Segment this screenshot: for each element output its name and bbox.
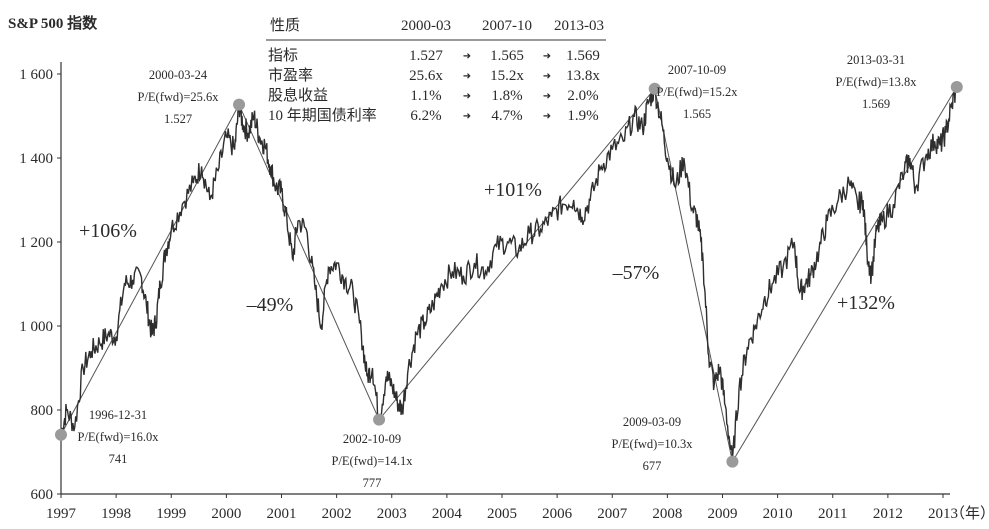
x-tick-label: 2013 (928, 506, 958, 522)
x-tick-label: 1998 (101, 506, 131, 522)
table-arrow-icon: ➜ (463, 91, 471, 102)
y-tick-label: 1 200 (19, 235, 53, 251)
x-tick-label: 2009 (708, 506, 738, 522)
annotation-level: 777 (363, 476, 382, 490)
table-value-cell: 1.569 (566, 48, 600, 64)
x-tick-label: 2005 (487, 506, 517, 522)
annotation-level: 1.569 (862, 97, 890, 111)
table-value-cell: 13.8x (566, 68, 600, 84)
table-header-cell: 2000-03 (401, 18, 451, 34)
annotation-pe: P/E(fwd)=25.6x (138, 90, 220, 104)
peak-trough-marker (55, 428, 67, 441)
annotation-pe: P/E(fwd)=14.1x (332, 454, 414, 468)
x-tick-label: 2002 (322, 506, 352, 522)
table-value-cell: 1.565 (490, 48, 524, 64)
trend-segment-line (378, 88, 656, 420)
table-row-label: 指标 (268, 47, 298, 64)
trend-segment-line (60, 104, 240, 436)
table-value-cell: 6.2% (410, 108, 441, 124)
table-row-label: 股息收益 (268, 87, 328, 104)
table-header-cell: 2007-10 (482, 18, 532, 34)
trend-change-label: +132% (837, 292, 895, 314)
table-arrow-icon: ➜ (543, 111, 551, 122)
table-value-cell: 25.6x (409, 68, 443, 84)
peak-trough-marker (726, 455, 739, 468)
annotation-level: 1.565 (683, 107, 711, 121)
trend-segment-line (654, 88, 733, 462)
x-axis-ticks: 1997 1998 1999 2000 2001 2002 2003 2004 2005 2006… (46, 494, 958, 522)
trend-segment-line (238, 104, 380, 420)
peak-trough-annotations: 1996-12-31 P/E(fwd)=16.0x 741 2000-03-24 P/E… (78, 53, 918, 490)
axes (60, 62, 950, 495)
annotation-date: 2009-03-09 (623, 415, 681, 429)
table-arrow-icon: ➜ (463, 71, 471, 82)
sp500-price-line (60, 82, 958, 462)
table-arrow-icon: ➜ (463, 51, 471, 62)
x-tick-label: 2007 (597, 506, 628, 522)
trend-segment-line (731, 86, 958, 462)
y-tick-label: 1 000 (19, 319, 53, 335)
table-value-cell: 1.8% (491, 88, 522, 104)
peak-trough-marker (648, 82, 661, 95)
trend-lines (60, 86, 958, 462)
table-value-cell: 15.2x (490, 68, 524, 84)
x-tick-label: 1999 (156, 506, 186, 522)
x-tick-label: 2011 (818, 506, 847, 522)
valuation-table: 性质 2000-03 2007-10 2013-03 指标 1.527 1.565 1.569… (266, 17, 606, 124)
table-value-cell: 2.0% (567, 88, 598, 104)
y-axis-ticks: 600 800 1 000 1 200 1 400 1 600 (19, 67, 61, 503)
annotation-date: 2007-10-09 (668, 63, 726, 77)
table-header-cell: 2013-03 (554, 18, 604, 34)
x-axis-unit-label: （年） (950, 505, 989, 522)
annotation-date: 2000-03-24 (149, 68, 208, 82)
annotation-pe: P/E(fwd)=10.3x (612, 437, 694, 451)
annotation-pe: P/E(fwd)=16.0x (78, 430, 160, 444)
x-tick-label: 2006 (542, 506, 573, 522)
x-tick-label: 2012 (873, 506, 903, 522)
annotation-date: 2013-03-31 (847, 53, 905, 67)
table-header-cell: 性质 (270, 17, 300, 34)
x-tick-label: 2001 (267, 506, 297, 522)
annotation-pe: P/E(fwd)=15.2x (657, 85, 739, 99)
annotation-pe: P/E(fwd)=13.8x (836, 75, 918, 89)
table-arrow-icon: ➜ (543, 71, 551, 82)
trend-change-labels: +106% –49% +101% –57% +132% (79, 179, 895, 316)
table-row-label: 市盈率 (268, 67, 313, 84)
table-value-cell: 1.527 (409, 48, 443, 64)
chart-title: S&P 500 指数 (8, 14, 98, 32)
y-tick-label: 1 600 (19, 67, 53, 83)
table-value-cell: 1.1% (410, 88, 441, 104)
annotation-level: 677 (643, 459, 662, 473)
table-arrow-icon: ➜ (463, 111, 471, 122)
trend-change-label: +106% (79, 220, 137, 242)
peak-trough-markers (55, 81, 963, 468)
annotation-level: 1.527 (164, 112, 192, 126)
y-tick-label: 800 (31, 403, 54, 419)
trend-change-label: +101% (484, 179, 542, 201)
peak-trough-marker (373, 413, 386, 426)
table-value-cell: 1.9% (567, 108, 598, 124)
annotation-date: 1996-12-31 (89, 408, 147, 422)
x-tick-label: 2004 (432, 506, 463, 522)
y-tick-label: 1 400 (19, 151, 53, 167)
table-row-label: 10 年期国债利率 (268, 107, 377, 124)
x-tick-label: 2010 (763, 506, 793, 522)
peak-trough-marker (950, 81, 963, 94)
x-tick-label: 1997 (46, 506, 77, 522)
y-tick-label: 600 (31, 487, 54, 503)
table-arrow-icon: ➜ (543, 91, 551, 102)
table-arrow-icon: ➜ (543, 51, 551, 62)
x-tick-label: 2003 (377, 506, 407, 522)
peak-trough-marker (233, 98, 246, 111)
trend-change-label: –49% (246, 294, 294, 316)
table-value-cell: 4.7% (491, 108, 522, 124)
x-tick-label: 2008 (652, 506, 682, 522)
annotation-date: 2002-10-09 (343, 432, 401, 446)
annotation-level: 741 (109, 452, 128, 466)
x-tick-label: 2000 (211, 506, 241, 522)
trend-change-label: –57% (612, 262, 660, 284)
